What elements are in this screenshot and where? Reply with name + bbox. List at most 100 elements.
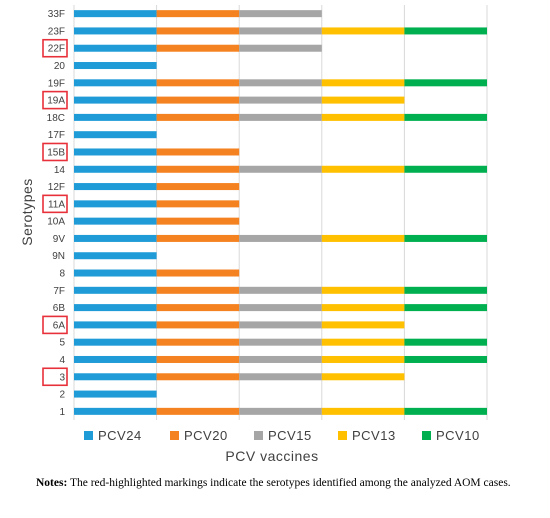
bar-pcv24-6a	[74, 321, 157, 329]
bar-pcv13-14	[321, 165, 405, 173]
bar-pcv20-8	[156, 269, 240, 277]
bar-pcv15-7f	[239, 286, 322, 294]
bar-pcv13-3	[321, 373, 405, 381]
bar-pcv20-19a	[156, 96, 240, 104]
bar-pcv13-19f	[321, 79, 405, 87]
notes-text: The red-highlighted markings indicate th…	[67, 477, 511, 489]
bar-pcv20-18c	[156, 113, 240, 121]
bar-pcv10-19f	[404, 79, 487, 87]
legend-swatch-pcv24	[84, 431, 93, 440]
bar-pcv15-6b	[239, 304, 322, 312]
bar-pcv10-14	[404, 165, 487, 173]
notes-label: Notes:	[36, 477, 68, 489]
bar-pcv20-11a	[156, 200, 240, 208]
legend: PCV24 PCV20 PCV15 PCV13 PCV10	[84, 428, 480, 443]
bar-pcv10-5	[404, 338, 487, 346]
bar-pcv20-23f	[156, 27, 240, 35]
bar-pcv20-22f	[156, 44, 240, 52]
bar-pcv24-14	[74, 165, 157, 173]
bar-pcv20-7f	[156, 286, 240, 294]
bar-pcv24-15b	[74, 148, 157, 156]
notes-caption: Notes: The red-highlighted markings indi…	[36, 474, 528, 492]
bar-pcv24-23f	[74, 27, 157, 35]
y-axis-title: Serotypes	[19, 178, 35, 246]
serotype-vaccine-chart: 1 2 3 4 5 6A 6B 7F 8 9N 9V 10A 11A 12F 14 15B 17F 18C 19A 1…	[19, 5, 488, 464]
bar-pcv15-22f	[239, 44, 322, 52]
category-label-6b: 6B	[53, 303, 66, 314]
legend-swatch-pcv15	[254, 431, 263, 440]
highlight-box-11a	[42, 194, 68, 214]
category-label-8: 8	[59, 269, 65, 280]
category-label-19f: 19F	[48, 78, 65, 89]
category-label-11a: 11A	[48, 199, 65, 210]
bar-pcv15-19f	[239, 79, 322, 87]
highlight-box-15b	[42, 142, 68, 162]
bar-pcv24-11a	[74, 200, 157, 208]
bar-pcv10-18c	[404, 113, 487, 121]
bar-pcv20-15b	[156, 148, 240, 156]
bar-pcv10-7f	[404, 286, 487, 294]
bar-pcv15-19a	[239, 96, 322, 104]
category-label-9v: 9V	[53, 234, 66, 245]
bar-pcv13-18c	[321, 113, 405, 121]
category-label-14: 14	[54, 165, 66, 176]
bar-pcv20-4	[156, 355, 240, 363]
bar-pcv24-18c	[74, 113, 157, 121]
bars	[74, 10, 487, 415]
grid-lines	[73, 5, 488, 420]
bar-pcv20-14	[156, 165, 240, 173]
bar-pcv15-14	[239, 165, 322, 173]
category-label-17f: 17F	[48, 130, 65, 141]
bar-pcv15-3	[239, 373, 322, 381]
bar-pcv13-4	[321, 355, 405, 363]
bar-pcv24-20	[74, 62, 157, 70]
bar-pcv10-23f	[404, 27, 487, 35]
category-label-6a: 6A	[53, 320, 66, 331]
category-label-3: 3	[59, 372, 65, 383]
legend-swatch-pcv10	[422, 431, 431, 440]
bar-pcv13-19a	[321, 96, 405, 104]
category-label-22f: 22F	[48, 44, 65, 55]
category-label-2: 2	[59, 390, 65, 401]
legend-label-pcv24: PCV24	[98, 428, 142, 443]
category-labels: 1 2 3 4 5 6A 6B 7F 8 9N 9V 10A 11A 12F 14 15B 17F 18C 19A 1…	[42, 9, 68, 418]
bar-pcv24-33f	[74, 10, 157, 18]
bar-pcv24-17f	[74, 131, 157, 139]
bar-pcv20-33f	[156, 10, 240, 18]
bar-pcv20-9v	[156, 234, 240, 242]
legend-label-pcv10: PCV10	[436, 428, 480, 443]
bar-pcv10-4	[404, 355, 487, 363]
category-label-4: 4	[59, 355, 65, 366]
bar-pcv13-7f	[321, 286, 405, 294]
legend-swatch-pcv13	[338, 431, 347, 440]
highlight-box-22f	[42, 38, 68, 58]
bar-pcv24-5	[74, 338, 157, 346]
legend-label-pcv15: PCV15	[268, 428, 312, 443]
bar-pcv24-9n	[74, 252, 157, 260]
category-label-15b: 15B	[47, 147, 65, 158]
bar-pcv15-33f	[239, 10, 322, 18]
bar-pcv15-23f	[239, 27, 322, 35]
bar-pcv24-6b	[74, 304, 157, 312]
bar-pcv13-6a	[321, 321, 405, 329]
category-label-10a: 10A	[47, 217, 65, 228]
bar-pcv10-9v	[404, 234, 487, 242]
category-label-23f: 23F	[48, 26, 65, 37]
highlight-box-3	[42, 367, 68, 387]
bar-pcv13-6b	[321, 304, 405, 312]
bar-pcv20-5	[156, 338, 240, 346]
highlight-box-19a	[42, 90, 68, 110]
category-label-1: 1	[59, 407, 65, 418]
highlight-box-6a	[42, 315, 68, 335]
bar-pcv15-6a	[239, 321, 322, 329]
category-label-9n: 9N	[52, 251, 65, 262]
bar-pcv24-3	[74, 373, 157, 381]
bar-pcv15-5	[239, 338, 322, 346]
bar-pcv10-1	[404, 407, 487, 415]
bar-pcv20-10a	[156, 217, 240, 225]
bar-pcv24-8	[74, 269, 157, 277]
category-label-19a: 19A	[47, 96, 65, 107]
bar-pcv24-4	[74, 355, 157, 363]
bar-pcv20-19f	[156, 79, 240, 87]
category-label-12f: 12F	[48, 182, 65, 193]
